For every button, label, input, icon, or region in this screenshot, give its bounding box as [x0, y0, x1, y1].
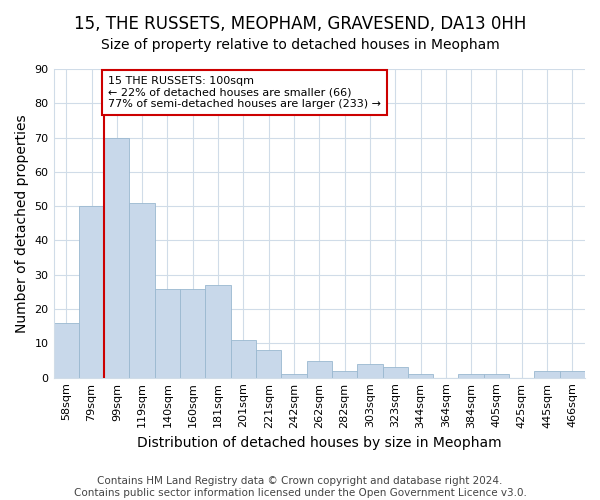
Y-axis label: Number of detached properties: Number of detached properties	[15, 114, 29, 332]
Bar	[180, 288, 205, 378]
Bar	[560, 371, 585, 378]
Bar	[281, 374, 307, 378]
Text: 15 THE RUSSETS: 100sqm
← 22% of detached houses are smaller (66)
77% of semi-det: 15 THE RUSSETS: 100sqm ← 22% of detached…	[108, 76, 381, 109]
Bar	[155, 288, 180, 378]
Bar	[332, 371, 357, 378]
Bar	[535, 371, 560, 378]
Bar	[130, 203, 155, 378]
Bar	[307, 360, 332, 378]
Bar	[104, 138, 130, 378]
Bar	[205, 285, 230, 378]
Bar	[53, 323, 79, 378]
Bar	[230, 340, 256, 378]
Bar	[256, 350, 281, 378]
Text: Size of property relative to detached houses in Meopham: Size of property relative to detached ho…	[101, 38, 499, 52]
X-axis label: Distribution of detached houses by size in Meopham: Distribution of detached houses by size …	[137, 436, 502, 450]
Bar	[383, 368, 408, 378]
Bar	[484, 374, 509, 378]
Bar	[357, 364, 383, 378]
Bar	[408, 374, 433, 378]
Text: Contains HM Land Registry data © Crown copyright and database right 2024.
Contai: Contains HM Land Registry data © Crown c…	[74, 476, 526, 498]
Text: 15, THE RUSSETS, MEOPHAM, GRAVESEND, DA13 0HH: 15, THE RUSSETS, MEOPHAM, GRAVESEND, DA1…	[74, 15, 526, 33]
Bar	[79, 206, 104, 378]
Bar	[458, 374, 484, 378]
